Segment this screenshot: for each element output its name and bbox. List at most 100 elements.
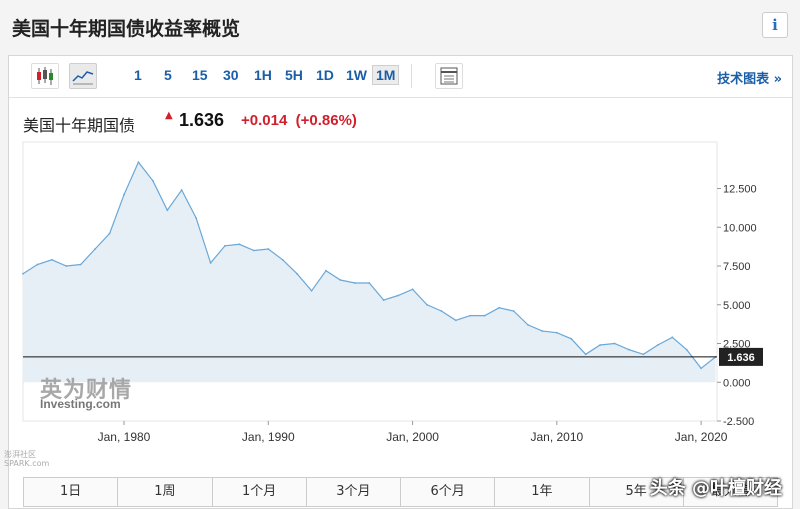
data-point <box>79 263 82 266</box>
data-point <box>411 288 414 291</box>
data-point <box>354 282 356 284</box>
data-point <box>498 306 500 309</box>
x-tick-label: Jan, 1980 <box>98 430 151 444</box>
timeframe-1h[interactable]: 1H <box>254 67 272 83</box>
data-point <box>281 258 284 261</box>
line-chart-icon[interactable] <box>69 63 97 89</box>
timeframe-1[interactable]: 1 <box>134 67 142 83</box>
data-point <box>325 269 327 272</box>
data-point <box>137 161 140 164</box>
watermark-logo-text: 英为财情 <box>40 378 133 403</box>
range-5y[interactable]: 5年 <box>590 478 684 506</box>
candlestick-chart-icon[interactable] <box>31 63 59 89</box>
data-point <box>224 244 226 247</box>
chart-panel: 1 5 15 30 1H 5H 1D 1W 1M 技术图表 » 美国十年期国债 … <box>8 55 793 509</box>
x-tick-label: Jan, 2000 <box>386 430 439 444</box>
timeframe-30[interactable]: 30 <box>223 67 239 83</box>
data-point <box>599 344 601 346</box>
data-point <box>483 314 486 317</box>
range-1y[interactable]: 1年 <box>495 478 590 506</box>
data-point <box>152 179 154 182</box>
data-point <box>382 299 385 301</box>
data-point <box>685 348 688 351</box>
data-point <box>656 344 659 346</box>
range-selector: 1日 1周 1个月 3个月 6个月 1年 5年 最大值 <box>23 477 778 507</box>
y-tick-label: -2.500 <box>723 416 754 428</box>
range-1w[interactable]: 1周 <box>118 478 213 506</box>
data-point <box>36 263 39 266</box>
data-point <box>108 232 111 235</box>
timeframe-5h[interactable]: 5H <box>285 67 303 83</box>
timeframe-1m[interactable]: 1M <box>372 65 400 85</box>
technical-chart-link[interactable]: 技术图表 » <box>717 72 782 87</box>
change-percent: (+0.86%) <box>295 112 357 129</box>
data-point <box>123 193 125 196</box>
data-point <box>512 310 515 312</box>
data-point <box>454 319 457 322</box>
data-point <box>570 337 573 340</box>
timeframe-15[interactable]: 15 <box>192 67 208 83</box>
data-point <box>613 342 616 345</box>
data-point <box>555 331 558 334</box>
data-point <box>440 310 443 312</box>
data-point <box>397 294 399 297</box>
data-point <box>253 249 255 252</box>
data-point <box>296 272 298 275</box>
data-point <box>166 209 169 212</box>
watermark-brand: Investing.com <box>40 397 121 411</box>
data-point <box>51 258 53 261</box>
info-icon[interactable]: i <box>762 12 788 38</box>
data-point <box>527 324 529 326</box>
data-point <box>238 243 241 246</box>
y-tick-label: 10.000 <box>723 222 757 234</box>
data-point <box>94 248 96 250</box>
area-fill <box>23 162 716 383</box>
y-tick-label: 12.500 <box>723 184 757 196</box>
data-point <box>267 248 270 250</box>
data-point <box>671 336 674 339</box>
up-arrow-icon: ▲ <box>165 110 173 121</box>
author-credit: 头条 @叶檀财经 <box>649 478 782 499</box>
range-1d[interactable]: 1日 <box>24 478 119 506</box>
last-value-badge <box>719 347 763 366</box>
instrument-name: 美国十年期国债 <box>23 116 136 135</box>
page-header: 美国十年期国债收益率概览 i <box>0 0 800 52</box>
data-point <box>426 303 428 306</box>
data-point <box>368 282 371 284</box>
timeframe-1d[interactable]: 1D <box>316 67 334 83</box>
timeframe-5[interactable]: 5 <box>164 67 172 83</box>
range-6m[interactable]: 6个月 <box>401 478 496 506</box>
last-price: 1.636 <box>179 110 225 130</box>
data-point <box>628 348 630 351</box>
change-value: +0.014 <box>241 112 288 129</box>
x-tick-label: Jan, 1990 <box>242 430 295 444</box>
data-point <box>642 353 645 356</box>
data-point <box>584 353 587 356</box>
data-point <box>339 279 342 281</box>
toolbar-divider <box>411 64 412 88</box>
timeframe-1w[interactable]: 1W <box>346 67 367 83</box>
data-point <box>65 265 68 267</box>
data-point <box>195 217 198 219</box>
yield-chart[interactable]: 12.500 10.000 7.500 5.000 2.500 0.000 -2.500 1.… <box>9 138 792 473</box>
range-max[interactable]: 最大值 <box>710 484 750 499</box>
data-point <box>180 189 183 191</box>
last-value-label: 1.636 <box>727 352 755 364</box>
data-point <box>541 330 544 332</box>
data-point <box>22 272 24 275</box>
table-view-icon[interactable] <box>435 63 463 89</box>
y-tick-label: 7.500 <box>723 261 751 273</box>
range-3m[interactable]: 3个月 <box>307 478 401 506</box>
price-change: +0.014 (+0.86%) <box>241 112 357 129</box>
y-tick-label: 2.500 <box>723 339 751 351</box>
data-point <box>310 289 313 292</box>
corner-watermark-en: SPARK.com <box>4 459 50 468</box>
x-tick-label: Jan, 2020 <box>675 430 728 444</box>
data-point <box>700 367 702 370</box>
page-title: 美国十年期国债收益率概览 <box>12 18 241 40</box>
y-tick-label: 0.000 <box>723 377 751 389</box>
range-1m[interactable]: 1个月 <box>213 478 307 506</box>
x-tick-label: Jan, 2010 <box>530 430 583 444</box>
corner-watermark: 澎湃社区 SPARK.com <box>4 450 49 468</box>
data-point <box>469 314 472 317</box>
